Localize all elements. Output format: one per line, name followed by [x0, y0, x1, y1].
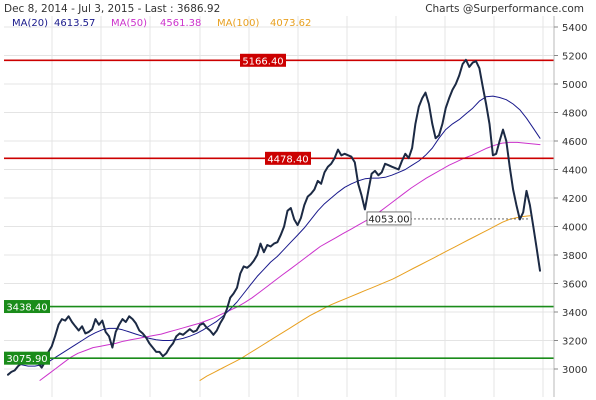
legend-ma20-label: MA(20): [12, 18, 48, 29]
level-label-5166.40: 5166.40: [242, 56, 283, 67]
level-label-box-3438.40: [4, 300, 50, 314]
y-tick-label: 4600: [562, 137, 587, 148]
legend-ma100-label: MA(100): [217, 18, 259, 29]
y-tick-label: 5200: [562, 52, 587, 63]
y-tick-label: 3400: [562, 308, 587, 319]
ma50-line: [39, 141, 541, 381]
marker-label-box-4053.00: [366, 211, 412, 226]
y-tick-label: 4400: [562, 166, 587, 177]
level-lines: [4, 59, 554, 359]
y-tick-label: 4800: [562, 109, 587, 120]
legend-ma20-value: 4613.57: [54, 18, 95, 29]
level-label-3438.40: 3438.40: [6, 303, 47, 314]
y-tick-label: 5000: [562, 80, 587, 91]
y-axis: 3000 3200 3400 3600 3800 4000 4200 4400 4600 4800…: [553, 16, 587, 397]
legend-ma100-value: 4073.62: [270, 18, 311, 29]
y-tick-label: 5400: [562, 23, 587, 34]
grid: [4, 16, 554, 397]
price-line: [7, 58, 541, 376]
level-label-box-5166.40: [240, 53, 286, 67]
level-label-box-3075.90: [4, 351, 50, 365]
price-layer: [7, 58, 541, 376]
credit-link[interactable]: Charts @Surperformance.com: [425, 3, 584, 15]
y-tick-label: 3800: [562, 251, 587, 262]
level-label-box-4478.40: [265, 151, 311, 165]
ma50-layer: [39, 141, 541, 381]
legend-ma50-value: 4561.38: [160, 18, 201, 29]
legend: MA(20) 4613.57 MA(50) 4561.38 MA(100) 40…: [12, 18, 311, 29]
y-tick-label: 3200: [562, 337, 587, 348]
y-tick-label: 4200: [562, 194, 587, 205]
marker-label-4053.00: 4053.00: [368, 214, 409, 225]
level-label-3075.90: 3075.90: [6, 354, 47, 365]
legend-ma50-label: MA(50): [111, 18, 147, 29]
y-tick-label: 3600: [562, 280, 587, 291]
level-labels: 5166.40 4478.40 4053.00 3438.40 3075.90: [4, 53, 412, 365]
ma20-layer: [7, 95, 541, 367]
y-tick-label: 4000: [562, 223, 587, 234]
ma100-line: [199, 215, 531, 381]
date-range-text: Dec 8, 2014 - Jul 3, 2015 - Last : 3686.…: [4, 3, 220, 15]
ma20-line: [7, 95, 541, 367]
ma100-layer: [199, 215, 531, 381]
level-label-4478.40: 4478.40: [267, 154, 308, 165]
y-tick-label: 3000: [562, 365, 587, 376]
